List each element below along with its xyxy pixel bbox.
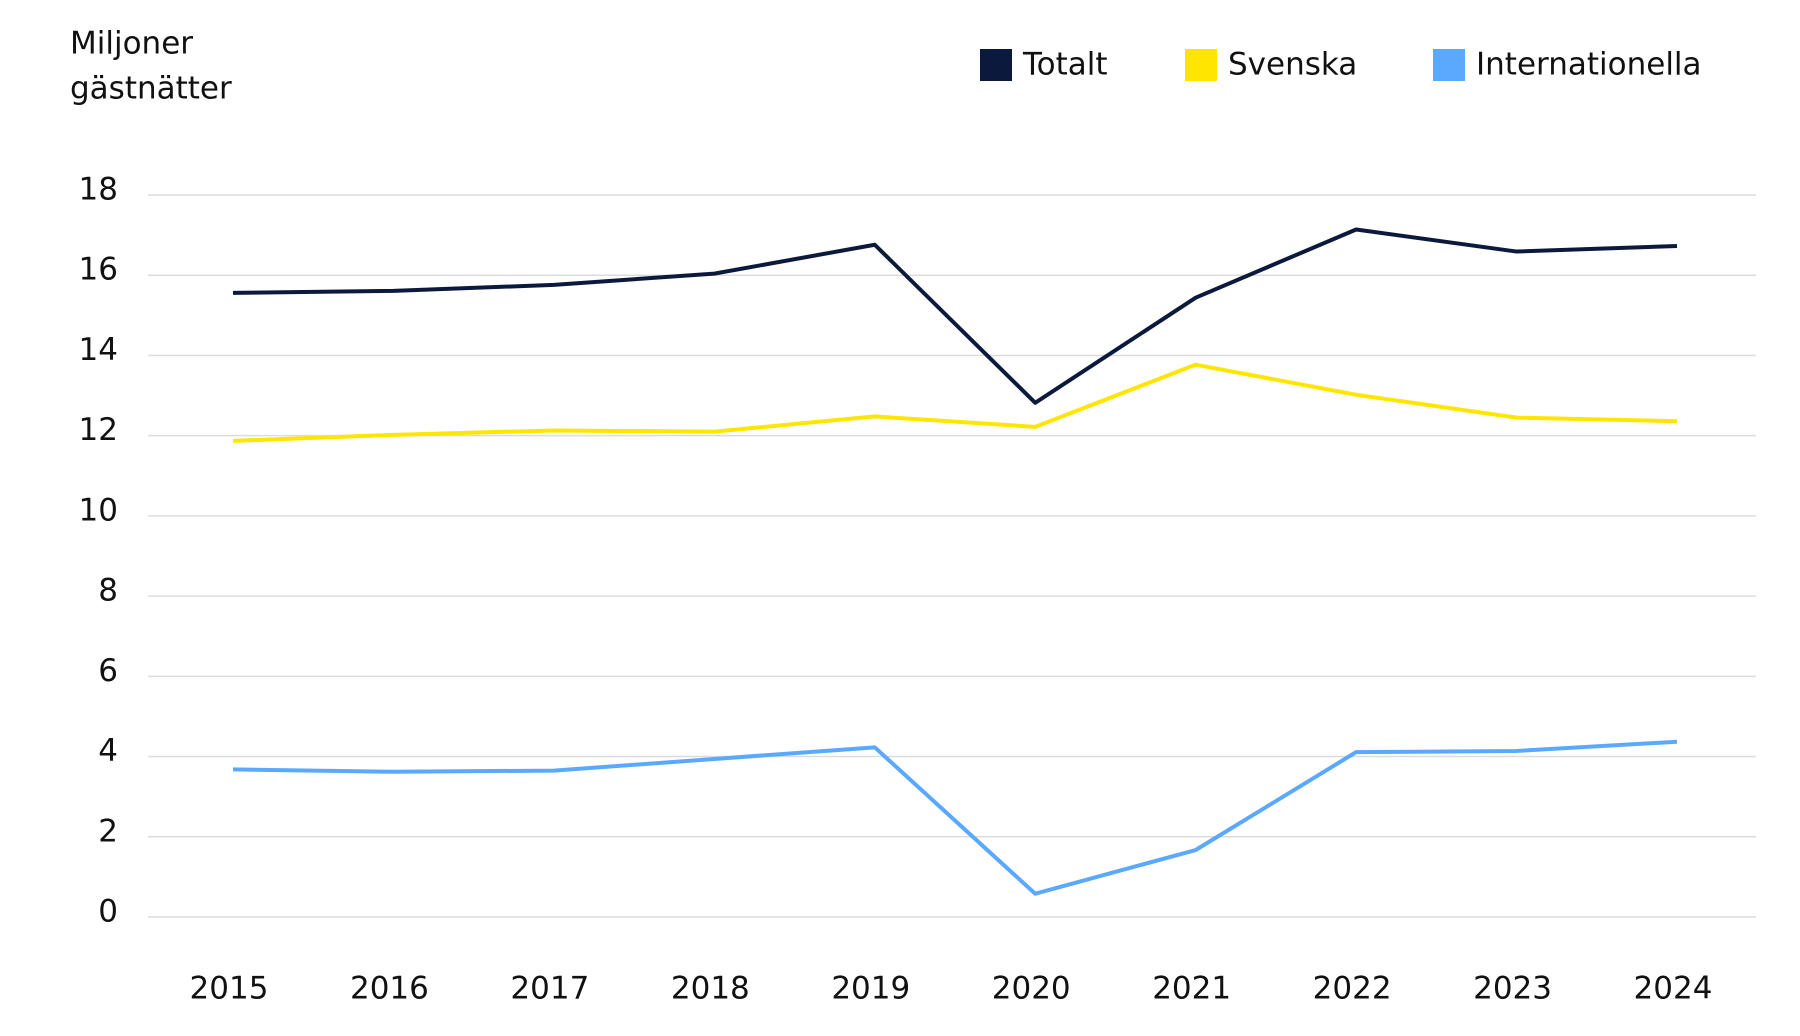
legend-label: Totalt bbox=[1022, 47, 1108, 83]
x-tick-label: 2015 bbox=[190, 971, 269, 1007]
x-tick-label: 2016 bbox=[350, 971, 429, 1007]
x-tick-label: 2024 bbox=[1634, 971, 1713, 1007]
line-series bbox=[232, 739, 1678, 896]
y-tick-label: 4 bbox=[98, 733, 118, 769]
x-tick-label: 2023 bbox=[1473, 971, 1552, 1007]
y-axis-label: gästnätter bbox=[70, 71, 232, 107]
x-tick-label: 2017 bbox=[510, 971, 589, 1007]
y-tick-label: 18 bbox=[79, 172, 118, 208]
y-tick-label: 6 bbox=[98, 653, 118, 689]
legend-label: Svenska bbox=[1228, 47, 1357, 83]
legend-label: Internationella bbox=[1476, 47, 1702, 83]
x-tick-label: 2021 bbox=[1152, 971, 1231, 1007]
y-tick-label: 0 bbox=[98, 894, 118, 930]
x-tick-label: 2022 bbox=[1313, 971, 1392, 1007]
legend-swatch bbox=[1185, 49, 1217, 81]
y-tick-label: 8 bbox=[98, 573, 118, 609]
y-tick-label: 16 bbox=[79, 252, 118, 288]
line-series bbox=[232, 227, 1678, 405]
legend-swatch bbox=[1433, 49, 1465, 81]
y-tick-label: 2 bbox=[98, 813, 118, 849]
x-tick-label: 2020 bbox=[992, 971, 1071, 1007]
y-tick-label: 10 bbox=[79, 492, 118, 528]
legend-swatch bbox=[980, 49, 1012, 81]
y-tick-label: 12 bbox=[79, 412, 118, 448]
y-axis-label: Miljoner bbox=[70, 26, 193, 62]
x-tick-label: 2018 bbox=[671, 971, 750, 1007]
y-tick-label: 14 bbox=[79, 332, 118, 368]
line-series bbox=[232, 362, 1678, 443]
x-tick-label: 2019 bbox=[831, 971, 910, 1007]
